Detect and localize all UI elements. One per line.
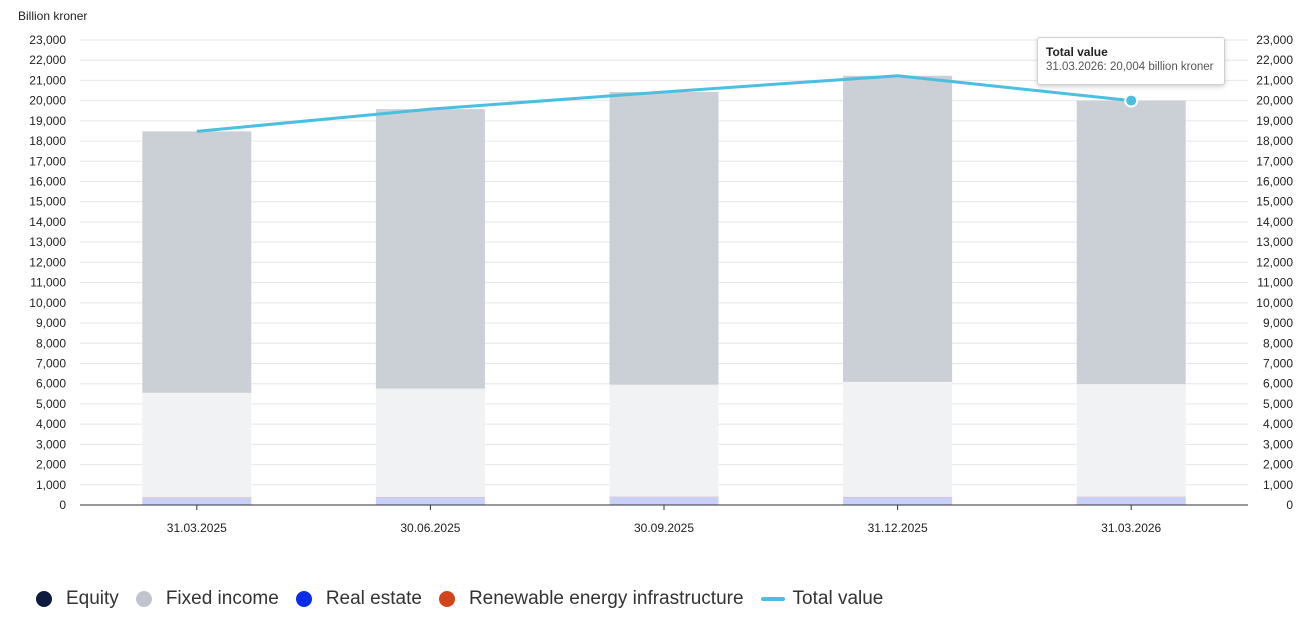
legend-marker-renewable-energy <box>438 591 455 607</box>
y-tick-label-left: 17,000 <box>29 154 66 168</box>
y-axis-title: Billion kroner <box>18 9 88 23</box>
stacked-bar-line-chart: 0 0 1,000 1,000 2,000 2,000 3,000 3,000 4,000 4,0… <box>29 33 1293 535</box>
tooltip-title: Total value <box>1046 45 1108 59</box>
y-tick-label-right: 8,000 <box>1263 336 1293 350</box>
y-tick-label-right: 7,000 <box>1263 356 1293 370</box>
y-tick-label-left: 9,000 <box>36 316 66 330</box>
bar-fixed-income <box>609 384 719 497</box>
y-tick-label-right: 19,000 <box>1256 114 1293 128</box>
y-tick-label-right: 17,000 <box>1256 154 1293 168</box>
bar-real-estate <box>375 497 485 505</box>
y-tick-label-left: 5,000 <box>36 397 66 411</box>
tooltip-text: 31.03.2026: 20,004 billion kroner <box>1046 61 1214 73</box>
legend-item-equity[interactable]: Equity <box>36 588 119 610</box>
y-tick-label-right: 0 <box>1286 498 1293 512</box>
y-tick-label-left: 10,000 <box>29 296 66 310</box>
y-tick-label-right: 10,000 <box>1256 296 1293 310</box>
y-tick-label-left: 15,000 <box>29 195 66 209</box>
x-tick-label: 31.12.2025 <box>868 521 928 535</box>
y-tick-label-left: 23,000 <box>29 33 66 47</box>
y-tick-label-right: 1,000 <box>1263 478 1293 492</box>
y-tick-label-right: 23,000 <box>1256 33 1293 47</box>
tooltip: Total value 31.03.2026: 20,004 billion k… <box>1037 37 1225 85</box>
x-tick-label: 30.06.2025 <box>400 521 460 535</box>
bar-stacks <box>142 75 1186 505</box>
y-tick-label-left: 14,000 <box>29 215 66 229</box>
y-tick-label-left: 12,000 <box>29 255 66 269</box>
bar-fixed-income <box>843 381 953 497</box>
y-tick-label-right: 2,000 <box>1263 458 1293 472</box>
legend-marker-real-estate <box>295 591 312 607</box>
y-tick-label-left: 13,000 <box>29 235 66 249</box>
x-tick-label: 31.03.2026 <box>1101 521 1161 535</box>
bar-fixed-income <box>375 388 485 498</box>
y-tick-label-right: 14,000 <box>1256 215 1293 229</box>
y-tick-label-left: 6,000 <box>36 377 66 391</box>
bar-equity <box>375 109 485 389</box>
y-tick-label-left: 18,000 <box>29 134 66 148</box>
bar-equity <box>142 131 252 393</box>
y-tick-label-left: 4,000 <box>36 417 66 431</box>
bar-equity <box>1076 100 1186 385</box>
y-tick-label-left: 1,000 <box>36 478 66 492</box>
y-tick-label-left: 21,000 <box>29 73 66 87</box>
total-value-line <box>196 74 1139 133</box>
legend-item-total-value[interactable]: Total value <box>760 588 884 610</box>
y-tick-label-left: 19,000 <box>29 114 66 128</box>
y-tick-label-left: 16,000 <box>29 175 66 189</box>
legend-item-renewable-energy[interactable]: Renewable energy infrastructure <box>438 588 744 610</box>
y-tick-label-right: 12,000 <box>1256 255 1293 269</box>
x-tick-label: 30.09.2025 <box>634 521 694 535</box>
bar-real-estate <box>609 496 719 505</box>
y-tick-label-right: 20,000 <box>1256 94 1293 108</box>
bar-real-estate <box>843 497 953 505</box>
y-tick-label-left: 8,000 <box>36 336 66 350</box>
y-tick-label-left: 11,000 <box>30 276 66 290</box>
y-tick-label-left: 0 <box>59 498 66 512</box>
legend-marker-total-value <box>760 597 785 601</box>
bar-fixed-income <box>142 392 252 498</box>
bar-fixed-income <box>1076 384 1186 497</box>
y-tick-label-right: 11,000 <box>1257 276 1293 290</box>
legend-item-real-estate[interactable]: Real estate <box>295 588 422 610</box>
bar-equity <box>609 91 719 385</box>
y-tick-label-left: 20,000 <box>29 94 66 108</box>
y-tick-label-right: 16,000 <box>1256 175 1293 189</box>
y-tick-label-right: 21,000 <box>1256 73 1293 87</box>
y-tick-label-right: 4,000 <box>1263 417 1293 431</box>
y-tick-label-right: 6,000 <box>1263 377 1293 391</box>
y-tick-label-right: 9,000 <box>1263 316 1293 330</box>
legend-label-total-value: Total value <box>792 588 884 609</box>
y-tick-label-left: 7,000 <box>36 356 66 370</box>
legend-item-fixed-income[interactable]: Fixed income <box>135 588 279 610</box>
y-tick-label-left: 22,000 <box>29 53 66 67</box>
total-value-point-highlighted <box>1124 93 1139 108</box>
y-tick-label-right: 3,000 <box>1263 437 1293 451</box>
y-tick-label-right: 18,000 <box>1256 134 1293 148</box>
y-tick-label-right: 15,000 <box>1256 195 1293 209</box>
total-value-series-line <box>196 74 1132 133</box>
bar-real-estate <box>142 497 252 505</box>
legend-marker-equity <box>36 591 52 607</box>
y-tick-label-right: 22,000 <box>1256 53 1293 67</box>
axes: 0 0 1,000 1,000 2,000 2,000 3,000 3,000 4,000 4,0… <box>29 33 1293 535</box>
x-tick-label: 31.03.2025 <box>167 521 227 535</box>
y-tick-label-right: 5,000 <box>1263 397 1293 411</box>
legend-label-equity: Equity <box>66 588 119 609</box>
y-tick-label-left: 2,000 <box>36 458 66 472</box>
bar-real-estate <box>1076 496 1186 505</box>
legend-marker-fixed-income <box>135 591 152 607</box>
y-tick-label-right: 13,000 <box>1256 235 1293 249</box>
legend-label-real-estate: Real estate <box>325 588 422 609</box>
legend: Equity Fixed income Real estate Renewabl… <box>36 588 900 610</box>
bar-equity <box>843 75 953 382</box>
legend-label-fixed-income: Fixed income <box>165 588 279 609</box>
legend-label-renewable-energy: Renewable energy infrastructure <box>468 588 744 609</box>
y-tick-label-left: 3,000 <box>36 437 66 451</box>
